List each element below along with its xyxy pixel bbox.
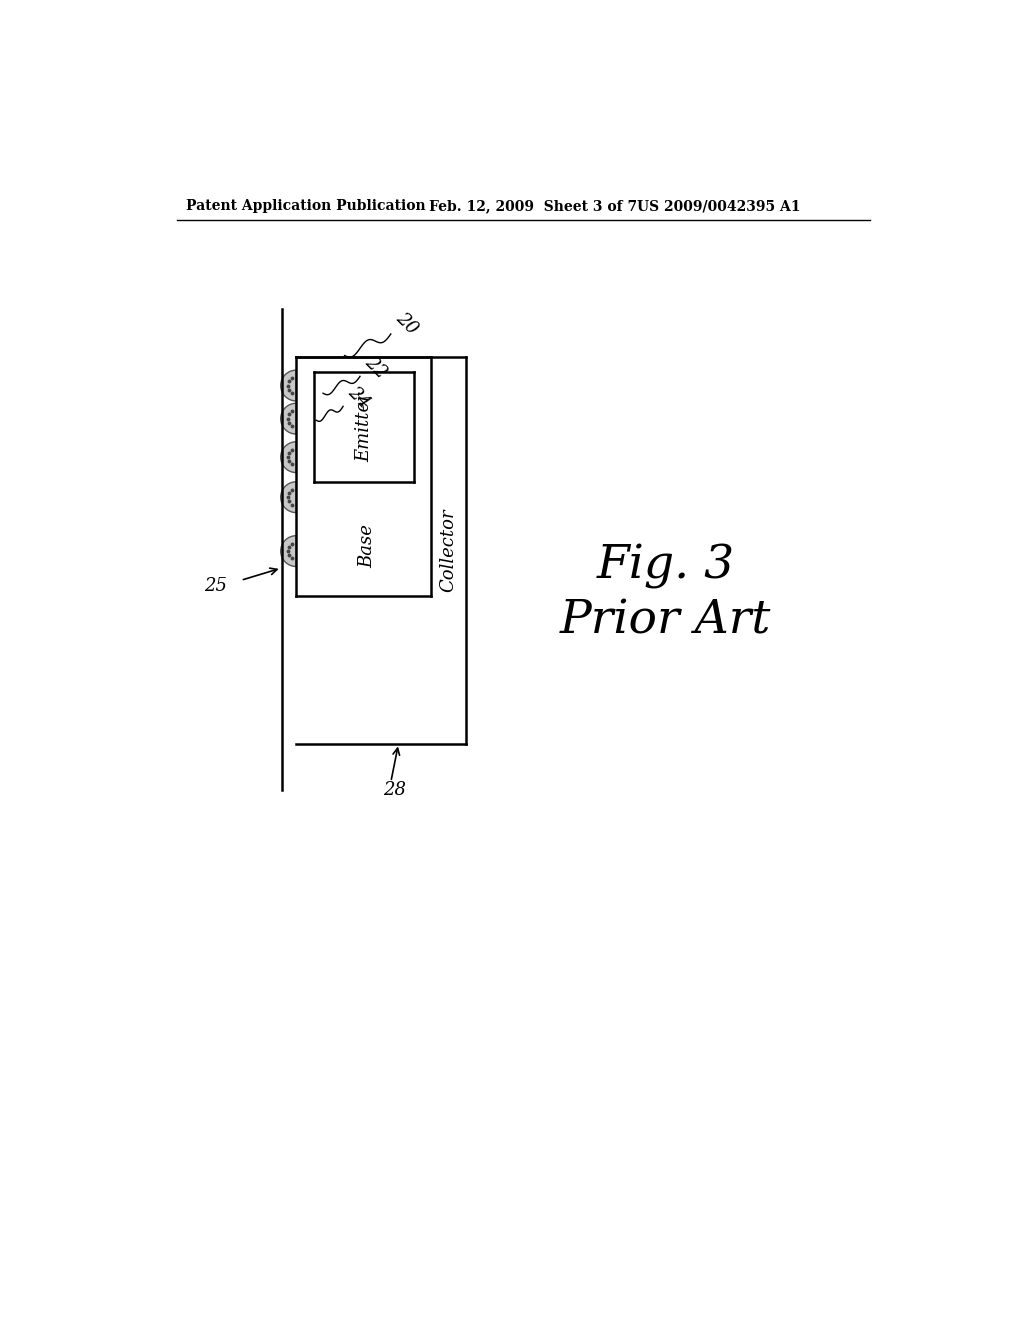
Text: US 2009/0042395 A1: US 2009/0042395 A1 [637, 199, 801, 213]
Text: 20: 20 [392, 309, 421, 338]
Text: Emitter: Emitter [355, 392, 373, 462]
Text: 28: 28 [383, 781, 407, 799]
Wedge shape [281, 482, 296, 512]
Wedge shape [281, 404, 296, 434]
Text: Base: Base [358, 524, 377, 569]
Wedge shape [281, 536, 296, 566]
Text: 22: 22 [361, 354, 390, 383]
Text: Patent Application Publication: Patent Application Publication [186, 199, 426, 213]
Wedge shape [281, 442, 296, 473]
Text: 24: 24 [345, 383, 374, 412]
Text: Collector: Collector [439, 508, 457, 593]
Text: Feb. 12, 2009  Sheet 3 of 7: Feb. 12, 2009 Sheet 3 of 7 [429, 199, 638, 213]
Text: Prior Art: Prior Art [560, 598, 771, 643]
Text: Fig. 3: Fig. 3 [597, 544, 735, 589]
Text: 25: 25 [204, 577, 226, 595]
Wedge shape [281, 370, 296, 401]
